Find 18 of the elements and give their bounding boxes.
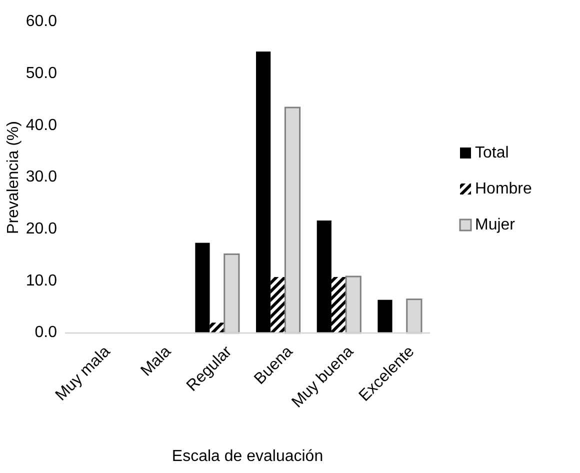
y-tick-label: 10.0 (26, 272, 58, 290)
legend-label: Total (475, 144, 509, 162)
bar (316, 220, 332, 333)
y-tick-label: 60.0 (26, 13, 58, 30)
y-tick-label: 40.0 (26, 116, 58, 134)
y-tick-label: 30.0 (26, 168, 58, 186)
bar (195, 242, 210, 333)
legend-label: Mujer (475, 216, 516, 234)
x-axis-title: Escala de evaluación (172, 448, 324, 465)
bar (331, 277, 346, 333)
bar (270, 277, 286, 333)
y-tick-label: 0.0 (34, 324, 58, 342)
y-tick-label: 20.0 (26, 220, 58, 238)
legend-label: Hombre (475, 180, 532, 198)
bar (378, 300, 392, 333)
y-tick-label: 50.0 (26, 65, 58, 82)
bar (256, 52, 271, 333)
y-axis-title: Prevalencia (%) (5, 121, 22, 234)
